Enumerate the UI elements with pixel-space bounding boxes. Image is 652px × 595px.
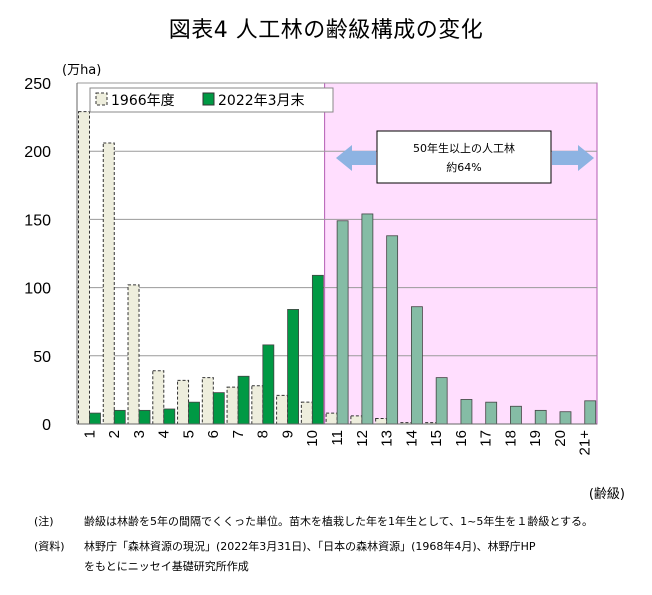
x-tick-label: 2 xyxy=(106,430,123,438)
note-line: (注) 齢級は林齢を5年の間隔でくくった単位。苗木を植栽した年を1年生として、1~… xyxy=(34,512,593,532)
bar-2022 xyxy=(237,375,250,425)
y-tick-label: 100 xyxy=(24,281,51,298)
x-tick-label: 18 xyxy=(502,430,519,447)
bar-2022 xyxy=(460,399,473,425)
x-tick-label: 3 xyxy=(131,430,148,438)
bar-2022 xyxy=(212,392,225,425)
bar-2022 xyxy=(188,401,200,425)
x-tick-label: 17 xyxy=(478,430,495,447)
x-axis-title: (齢級) xyxy=(589,487,625,502)
right-arrow xyxy=(552,145,594,171)
x-tick-label: 12 xyxy=(354,430,371,447)
y-tick-label: 0 xyxy=(42,417,51,434)
x-tick-label: 8 xyxy=(255,430,272,438)
annotation-line2: 約64% xyxy=(446,160,481,174)
y-tick-label: 200 xyxy=(24,144,51,161)
source-line: (資料) 林野庁「森林資源の現況」(2022年3月31日)、「日本の森林資源」(1… xyxy=(34,537,536,557)
y-tick-label: 250 xyxy=(24,76,51,93)
chart-title: 図表4 人工林の齢級構成の変化 xyxy=(168,18,484,43)
x-tick-label: 19 xyxy=(527,430,544,447)
bar-1966 xyxy=(177,379,190,425)
x-tick-label: 14 xyxy=(403,430,420,447)
bar-2022 xyxy=(336,220,349,425)
bar-2022 xyxy=(113,409,126,425)
y-axis-title: (万ha) xyxy=(62,63,101,78)
y-tick-label: 150 xyxy=(24,212,51,229)
legend-label-1966: 1966年度 xyxy=(111,93,175,109)
x-tick-label: 15 xyxy=(428,430,445,447)
bar-2022 xyxy=(262,344,275,425)
bar-1966 xyxy=(251,385,264,425)
x-tick-label: 10 xyxy=(304,430,321,447)
annotation-box xyxy=(376,130,552,184)
x-tick-label: 21+ xyxy=(577,430,594,456)
bar-2022 xyxy=(163,408,176,425)
x-tick-label: 5 xyxy=(180,430,197,438)
bar-2022 xyxy=(510,405,522,425)
bar-1966 xyxy=(127,284,140,425)
bar-1966 xyxy=(375,418,388,425)
x-tick-label: 6 xyxy=(205,430,222,438)
x-tick-label: 16 xyxy=(453,430,470,447)
legend-swatch-2022 xyxy=(202,92,215,106)
bar-2022 xyxy=(485,401,498,425)
bar-1966 xyxy=(201,377,214,425)
bar-1966 xyxy=(276,394,289,425)
x-tick-label: 4 xyxy=(156,430,173,438)
note-label: (注) xyxy=(34,515,54,528)
bar-2022 xyxy=(534,409,547,425)
bar-2022 xyxy=(311,274,324,425)
bar-2022 xyxy=(584,400,597,425)
bar-2022 xyxy=(287,309,299,425)
source-text: 林野庁「森林資源の現況」(2022年3月31日)、「日本の森林資源」(1968年… xyxy=(84,540,536,553)
bar-1966 xyxy=(152,370,165,425)
bar-2022 xyxy=(361,213,374,425)
x-tick-label: 7 xyxy=(230,430,247,438)
source-line-2: をもとにニッセイ基礎研究所作成 xyxy=(84,560,249,573)
bar-1966 xyxy=(226,386,239,425)
bar-1966 xyxy=(300,401,313,425)
bar-1966 xyxy=(78,111,90,425)
legend-swatch-1966 xyxy=(95,92,108,106)
bar-2022 xyxy=(411,306,423,425)
legend-label-2022: 2022年3月末 xyxy=(218,93,305,109)
bar-1966 xyxy=(350,415,363,425)
bar-2022 xyxy=(559,411,572,425)
note-text: 齢級は林齢を5年の間隔でくくった単位。苗木を植栽した年を1年生として、1~5年生… xyxy=(84,515,593,528)
x-tick-label: 13 xyxy=(379,430,396,447)
bar-2022 xyxy=(435,377,448,425)
left-arrow xyxy=(336,145,376,171)
bar-2022 xyxy=(138,409,151,425)
bar-2022 xyxy=(89,412,101,425)
bar-2022 xyxy=(386,235,399,425)
bar-1966 xyxy=(102,142,115,425)
x-tick-label: 9 xyxy=(279,430,296,438)
source-label: (資料) xyxy=(34,540,65,553)
y-tick-label: 50 xyxy=(33,349,51,366)
x-tick-label: 20 xyxy=(552,430,569,447)
bar-1966 xyxy=(325,412,338,425)
annotation-line1: 50年生以上の人工林 xyxy=(413,141,515,155)
x-tick-label: 1 xyxy=(81,430,98,438)
x-tick-label: 11 xyxy=(329,430,346,446)
